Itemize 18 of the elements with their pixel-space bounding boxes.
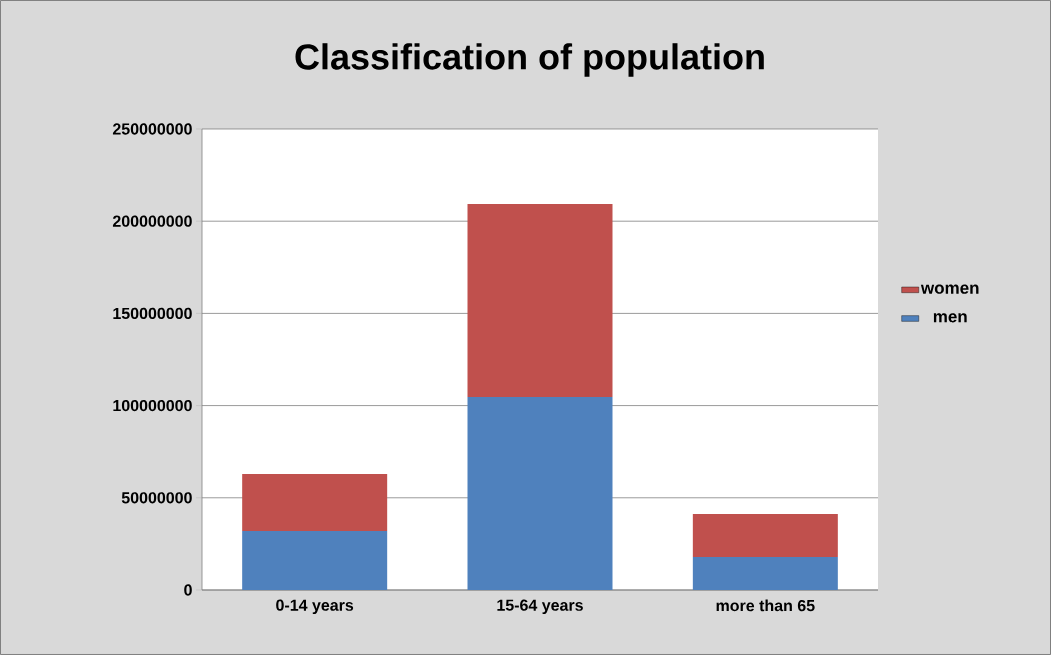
bar [242, 530, 388, 590]
bar [692, 514, 838, 557]
x-tick-label: 15-64 years [497, 599, 583, 615]
legend-label: men [933, 313, 967, 323]
chart-title: Classification of population [295, 43, 764, 77]
y-tick-label: 250000000 [112, 123, 192, 135]
bar [467, 396, 613, 590]
x-tick-label: 0-14 years [276, 599, 354, 615]
y-tick-label: 0 [184, 584, 192, 596]
x-tick-label: more than 65 [716, 599, 815, 612]
y-tick-label: 150000000 [113, 307, 192, 320]
bar [467, 204, 613, 397]
bar [692, 556, 838, 590]
y-tick-label: 50000000 [121, 492, 192, 504]
bar [242, 474, 388, 531]
legend-label: women [920, 284, 979, 294]
y-tick-label: 100000000 [113, 399, 192, 412]
y-tick-label: 200000000 [112, 215, 192, 227]
